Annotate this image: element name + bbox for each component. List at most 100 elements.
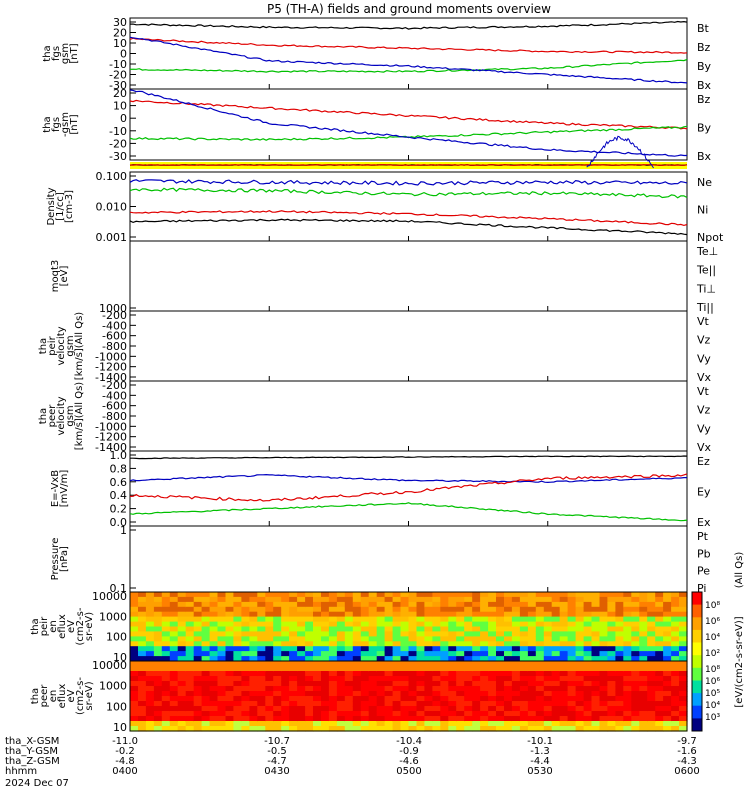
spectrogram-cell	[496, 686, 505, 692]
spectrogram-cell	[456, 601, 465, 608]
spectrogram-cell	[615, 621, 624, 628]
spectrogram-cell	[591, 616, 601, 623]
spectrogram-cell	[360, 661, 370, 667]
spectrogram-cell	[360, 651, 370, 657]
bottom-row-value: -4.6	[399, 756, 419, 767]
spectrogram-cell	[384, 696, 394, 702]
spectrogram-cell	[305, 606, 314, 613]
spectrogram-cell	[599, 666, 609, 672]
spectrogram-cell	[496, 651, 505, 657]
spectrogram-cell	[519, 666, 529, 672]
spectrogram-cell	[153, 661, 163, 667]
spectrogram-cell	[440, 716, 449, 722]
spectrogram-cell	[328, 636, 338, 642]
spectrogram-cell	[464, 676, 473, 682]
spectrogram-cell	[679, 676, 688, 682]
y-tick-label: -1400	[95, 371, 127, 384]
ion-spectrogram	[129, 591, 688, 662]
colorbar-tick: 10²	[705, 649, 720, 659]
y-axis-label: tha	[30, 688, 41, 704]
spectrogram-cell	[567, 626, 577, 632]
spectrogram-cell	[201, 601, 211, 608]
spectrogram-cell	[511, 721, 521, 727]
spectrogram-cell	[615, 631, 624, 637]
y-axis-label: eflux	[57, 614, 68, 639]
bottom-row-value: -0.5	[267, 746, 287, 757]
spectrogram-cell	[130, 681, 139, 687]
spectrogram-cell	[416, 701, 426, 707]
spectrogram-cell	[400, 616, 410, 623]
spectrogram-cell	[360, 646, 370, 652]
spectrogram-cell	[376, 686, 386, 692]
spectrogram-cell	[161, 606, 171, 613]
spectrogram-cell	[384, 716, 394, 722]
spectrogram-cell	[472, 686, 481, 692]
spectrogram-cell	[225, 601, 235, 608]
spectrogram-cell	[472, 711, 481, 717]
spectrogram-cell	[519, 646, 529, 652]
spectrogram-cell	[193, 641, 203, 647]
spectrogram-cell	[551, 691, 561, 697]
spectrogram-cell	[504, 726, 513, 732]
spectrogram-cell	[400, 661, 410, 667]
spectrogram-cell	[193, 666, 203, 672]
spectrogram-cell	[368, 691, 378, 697]
spectrogram-cell	[535, 656, 545, 662]
spectrogram-cell	[647, 592, 656, 598]
spectrogram-cell	[392, 681, 402, 687]
spectrogram-cell	[313, 656, 322, 662]
legend-bz: Bz	[697, 93, 711, 106]
spectrogram-cell	[400, 706, 410, 712]
spectrogram-cell	[599, 661, 609, 667]
spectrogram-cell	[265, 606, 274, 613]
spectrogram-cell	[201, 616, 211, 623]
spectrogram-cell	[527, 701, 537, 707]
spectrogram-cell	[209, 626, 219, 632]
spectrogram-cell	[352, 656, 362, 662]
spectrogram-cell	[543, 721, 553, 727]
spectrogram-cell	[511, 626, 521, 632]
legend-pe: Pe	[697, 565, 710, 578]
spectrogram-cell	[519, 716, 529, 722]
panel-frame	[129, 525, 688, 593]
spectrogram-cell	[639, 656, 648, 662]
spectrogram-cell	[368, 646, 378, 652]
spectrogram-cell	[392, 651, 402, 657]
spectrogram-cell	[233, 621, 242, 628]
spectrogram-cell	[615, 671, 624, 677]
spectrogram-cell	[504, 626, 513, 632]
series-by-line	[129, 58, 688, 73]
spectrogram-cell	[496, 601, 505, 608]
spectrogram-cell	[328, 726, 338, 732]
spectrogram-cell	[607, 631, 616, 637]
spectrogram-cell	[631, 681, 640, 687]
spectrogram-cell	[575, 636, 585, 642]
spectrogram-cell	[440, 651, 449, 657]
spectrogram-cell	[424, 631, 433, 637]
spectrogram-cell	[336, 726, 346, 732]
spectrogram-cell	[583, 601, 593, 608]
spectrogram-cell	[249, 721, 258, 727]
spectrogram-cell	[321, 641, 330, 647]
spectrogram-cell	[209, 721, 219, 727]
spectrogram-cell	[225, 606, 235, 613]
spectrogram-cell	[392, 661, 402, 667]
spectrogram-cell	[511, 606, 521, 613]
y-tick-label: 10	[113, 37, 127, 50]
spectrogram-cell	[400, 681, 410, 687]
spectrogram-cell	[535, 691, 545, 697]
spectrogram-cell	[305, 656, 314, 662]
spectrogram-cell	[384, 666, 394, 672]
spectrogram-cell	[655, 671, 664, 677]
spectrogram-cell	[623, 721, 632, 727]
spectrogram-cell	[305, 706, 314, 712]
spectrogram-cell	[249, 636, 258, 642]
spectrogram-cell	[504, 592, 513, 598]
y-tick-label: -200	[102, 379, 127, 392]
spectrogram-cell	[217, 706, 227, 712]
spectrogram-cell	[336, 606, 346, 613]
temp-ti-perp-line	[129, 210, 688, 227]
spectrogram-cell	[535, 592, 545, 598]
spectrogram-cell	[185, 706, 195, 712]
